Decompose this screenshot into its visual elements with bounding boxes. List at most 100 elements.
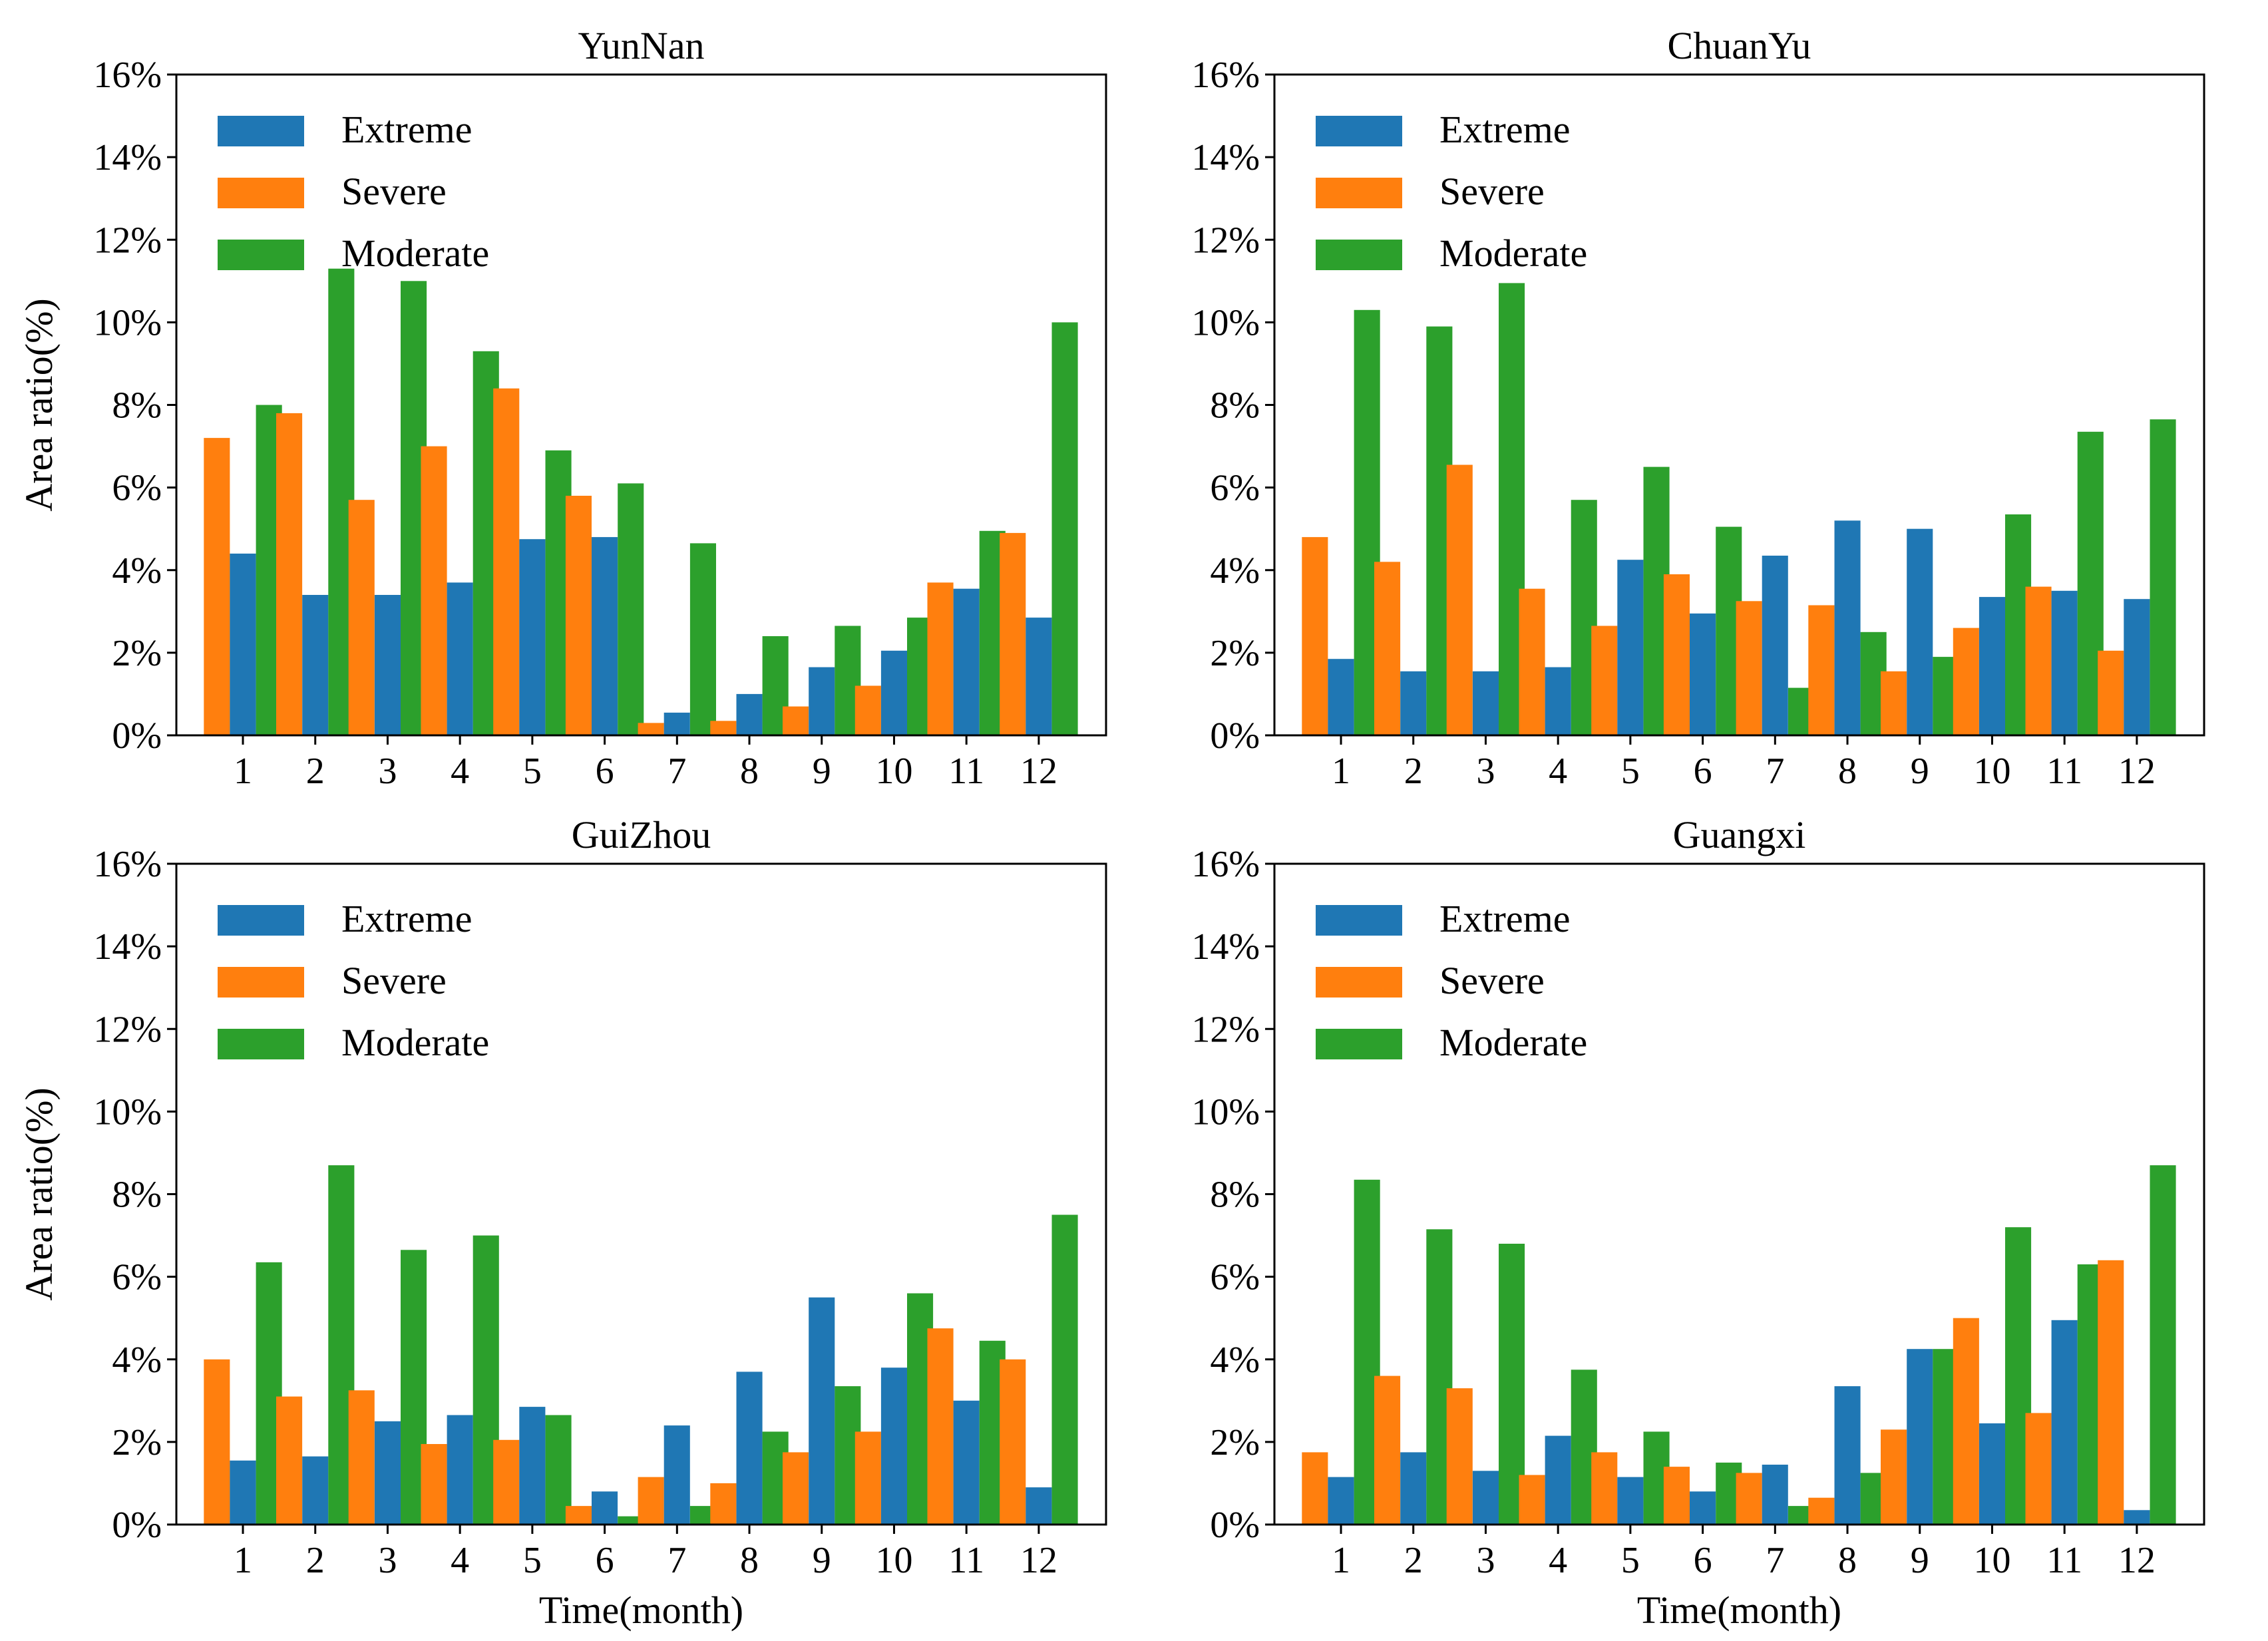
legend-label-moderate: Moderate [341,1021,489,1064]
bar-extreme-month-5 [1617,1477,1644,1525]
x-tick-label: 8 [1838,751,1857,792]
bar-extreme-month-10 [1979,597,2005,735]
y-tick-label: 14% [1191,926,1260,968]
y-tick-label: 6% [112,468,162,509]
y-axis-label: Area ratio(%) [17,1087,61,1300]
y-tick-label: 8% [1210,1175,1260,1216]
x-tick-label: 4 [451,751,469,792]
bar-severe-month-11 [2025,586,2052,735]
x-tick-label: 11 [2046,751,2082,792]
bar-severe-month-1 [1302,1452,1328,1525]
bar-extreme-month-8 [1834,1386,1861,1525]
y-tick-label: 6% [1210,468,1260,509]
bar-extreme-month-7 [663,712,690,735]
x-tick-label: 2 [1404,751,1423,792]
bar-extreme-month-8 [736,1371,763,1525]
x-tick-label: 1 [1332,751,1350,792]
bar-severe-month-3 [348,500,375,735]
y-tick-label: 6% [1210,1257,1260,1298]
y-tick-label: 10% [1191,1091,1260,1133]
bar-extreme-month-4 [1545,1435,1571,1525]
legend-swatch-severe [1316,967,1402,998]
y-tick-label: 14% [1191,137,1260,178]
bar-severe-month-10 [854,685,881,735]
legend-swatch-moderate [1316,1029,1402,1059]
y-tick-label: 12% [1191,1009,1260,1050]
bar-extreme-month-4 [1545,667,1571,735]
x-tick-label: 9 [813,1540,831,1581]
bar-severe-month-9 [783,706,809,735]
bar-severe-month-9 [783,1452,809,1525]
y-tick-label: 0% [112,715,162,757]
bar-extreme-month-12 [1026,618,1052,735]
bar-moderate-month-12 [2150,419,2176,735]
legend-label-severe: Severe [341,170,447,213]
bar-extreme-month-9 [809,667,835,735]
bar-extreme-month-12 [2124,1510,2150,1525]
y-tick-label: 4% [1210,1340,1260,1381]
legend-swatch-extreme [218,905,304,936]
bar-extreme-month-8 [736,693,763,735]
bar-severe-month-5 [493,1439,520,1525]
bar-extreme-month-10 [1979,1423,2005,1525]
bar-moderate-month-6 [618,483,644,735]
bar-extreme-month-7 [1762,1465,1788,1525]
chart-chuanyu: 0%2%4%6%8%10%12%14%16%1 2 3 4 5 6 7 8 9 10 11 12Chu… [1191,24,2205,792]
bar-severe-month-10 [1953,628,1979,735]
bar-severe-month-9 [1881,671,1907,735]
y-tick-label: 4% [112,550,162,592]
bar-extreme-month-4 [447,582,473,735]
bar-moderate-month-7 [689,543,716,735]
x-tick-label: 7 [1766,1540,1784,1581]
x-tick-label: 1 [1332,1540,1350,1581]
x-tick-label: 4 [1549,1540,1567,1581]
legend-label-severe: Severe [1439,170,1545,213]
bar-severe-month-6 [565,1506,592,1525]
y-tick-label: 2% [1210,1422,1260,1463]
bar-extreme-month-5 [519,1407,546,1525]
bar-severe-month-11 [927,582,954,735]
x-tick-label: 10 [875,1540,912,1581]
bar-severe-month-1 [204,438,230,735]
x-tick-label: 12 [1020,751,1057,792]
bar-severe-month-7 [1736,601,1762,735]
bar-extreme-month-12 [2124,599,2150,735]
bar-extreme-month-5 [1617,560,1644,735]
legend-swatch-extreme [1316,905,1402,936]
legend-swatch-moderate [218,1029,304,1059]
bar-severe-month-11 [927,1328,954,1525]
bar-severe-month-2 [276,1396,303,1525]
legend-label-moderate: Moderate [341,232,489,275]
x-tick-label: 10 [1973,751,2010,792]
x-tick-label: 6 [596,751,614,792]
y-tick-label: 16% [1191,844,1260,885]
x-tick-label: 9 [1911,1540,1929,1581]
x-tick-label: 11 [2046,1540,2082,1581]
bar-severe-month-8 [710,1483,737,1525]
y-axis-label: Area ratio(%) [17,298,61,511]
y-tick-label: 10% [93,1091,162,1133]
y-tick-label: 0% [112,1505,162,1546]
bar-severe-month-9 [1881,1429,1907,1525]
legend-swatch-severe [1316,178,1402,208]
bar-extreme-month-11 [2051,590,2078,735]
bar-extreme-month-3 [1472,1471,1499,1525]
chart-guizhou: 0%2%4%6%8%10%12%14%16%1 2 3 4 5 6 7 8 9 10 11 12Gui… [17,813,1107,1632]
x-tick-label: 10 [875,751,912,792]
bar-extreme-month-2 [1400,671,1427,735]
chart-title: GuiZhou [572,813,711,856]
bar-severe-month-10 [854,1431,881,1525]
legend-label-severe: Severe [1439,959,1545,1002]
bar-extreme-month-10 [880,650,907,735]
bar-severe-month-4 [1519,1475,1545,1525]
legend-label-severe: Severe [341,959,447,1002]
bar-extreme-month-3 [1472,671,1499,735]
bar-extreme-month-9 [809,1297,835,1525]
bar-extreme-month-4 [447,1415,473,1525]
y-tick-label: 2% [112,633,162,674]
bar-extreme-month-11 [2051,1320,2078,1525]
legend-swatch-severe [218,967,304,998]
bar-severe-month-3 [1446,1388,1473,1525]
bar-severe-month-4 [421,446,447,735]
bar-severe-month-8 [1808,1497,1835,1525]
